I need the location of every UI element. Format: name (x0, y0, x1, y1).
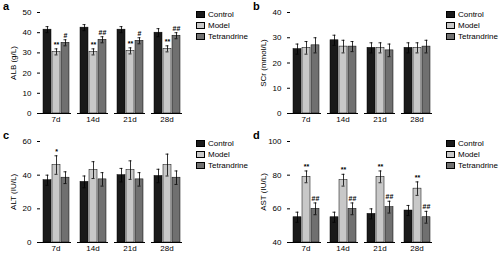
svg-text:21d: 21d (123, 115, 136, 124)
html-text:Tetrandrine: Tetrandrine (458, 161, 498, 170)
html-text:Control: Control (458, 139, 484, 148)
svg-text:**: ** (91, 41, 97, 48)
svg-text:60: 60 (273, 204, 282, 213)
svg-text:**: ** (341, 166, 347, 173)
svg-text:0: 0 (27, 109, 32, 118)
svg-text:20: 20 (23, 69, 32, 78)
svg-text:14d: 14d (336, 115, 349, 124)
svg-text:0: 0 (27, 238, 32, 247)
svg-text:7d: 7d (52, 244, 61, 253)
svg-text:40: 40 (23, 28, 32, 37)
svg-text:20: 20 (273, 59, 282, 68)
svg-text:28d: 28d (160, 244, 173, 253)
html-text:Model: Model (458, 150, 480, 159)
svg-text:40: 40 (273, 238, 282, 247)
svg-text:14d: 14d (86, 244, 99, 253)
svg-text:##: ## (312, 195, 320, 202)
svg-text:##: ## (349, 195, 357, 202)
svg-text:80: 80 (273, 171, 282, 180)
svg-text:40: 40 (23, 171, 32, 180)
html-text:d: d (253, 129, 260, 141)
svg-text:20: 20 (23, 204, 32, 213)
svg-text:30: 30 (273, 33, 282, 42)
svg-text:50: 50 (23, 8, 32, 17)
html-text:Control: Control (208, 139, 234, 148)
svg-text:28d: 28d (160, 115, 173, 124)
svg-text:7d: 7d (302, 115, 311, 124)
svg-text:10: 10 (23, 89, 32, 98)
svg-text:##: ## (423, 203, 431, 210)
svg-text:14d: 14d (336, 244, 349, 253)
svg-text:**: ** (165, 38, 171, 45)
html-text:Tetrandrine: Tetrandrine (458, 32, 498, 41)
svg-text:*: * (55, 148, 58, 155)
html-text:Tetrandrine: Tetrandrine (208, 32, 248, 41)
svg-text:7d: 7d (302, 244, 311, 253)
svg-text:AST (IU/L): AST (IU/L) (259, 173, 268, 211)
html-text:a: a (3, 0, 10, 12)
svg-text:10: 10 (273, 84, 282, 93)
html-text:b: b (253, 0, 260, 12)
svg-text:21d: 21d (123, 244, 136, 253)
svg-text:**: ** (304, 163, 310, 170)
html-text:Control: Control (208, 10, 234, 19)
svg-text:**: ** (415, 174, 421, 181)
svg-text:##: ## (173, 25, 181, 32)
html-text:Model: Model (208, 21, 230, 30)
svg-text:28d: 28d (410, 244, 423, 253)
svg-text:**: ** (128, 40, 134, 47)
html-text:c: c (3, 129, 10, 141)
svg-text:30: 30 (23, 48, 32, 57)
svg-text:#: # (64, 32, 68, 39)
svg-text:60: 60 (23, 137, 32, 146)
svg-text:**: ** (378, 163, 384, 170)
svg-text:##: ## (386, 193, 394, 200)
svg-text:100: 100 (268, 137, 282, 146)
svg-text:40: 40 (273, 8, 282, 17)
html-text:Model: Model (208, 150, 230, 159)
html-text:Tetrandrine: Tetrandrine (208, 161, 248, 170)
svg-text:ALT (IU/L): ALT (IU/L) (9, 174, 18, 210)
svg-text:14d: 14d (86, 115, 99, 124)
svg-text:SCr (mmol/L): SCr (mmol/L) (259, 39, 268, 87)
svg-text:21d: 21d (373, 115, 386, 124)
svg-text:**: ** (54, 41, 60, 48)
svg-text:0: 0 (277, 109, 282, 118)
html-text:Model: Model (458, 21, 480, 30)
svg-text:28d: 28d (410, 115, 423, 124)
svg-text:##: ## (99, 29, 107, 36)
svg-text:ALB (g/L): ALB (g/L) (9, 46, 18, 80)
svg-text:7d: 7d (52, 115, 61, 124)
svg-text:#: # (138, 30, 142, 37)
svg-text:21d: 21d (373, 244, 386, 253)
html-text:Control: Control (458, 10, 484, 19)
